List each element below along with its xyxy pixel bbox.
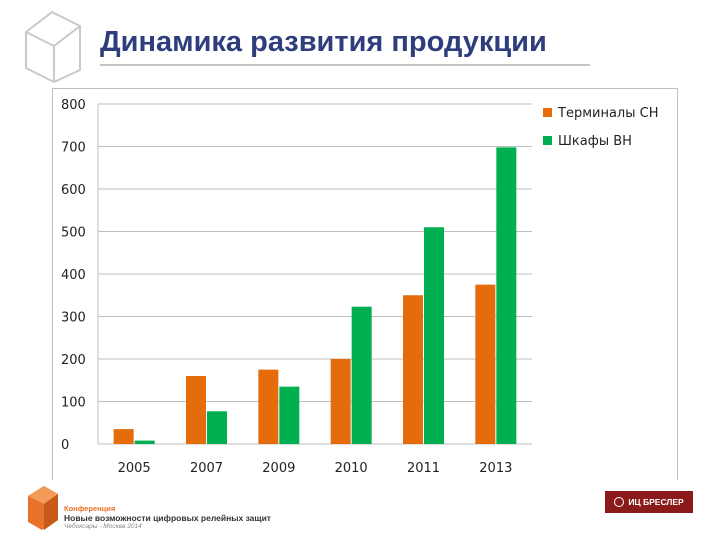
bar-cabinets-2007	[207, 411, 227, 444]
y-tick-label: 700	[61, 141, 86, 156]
y-tick-label: 500	[61, 226, 86, 241]
page-title: Динамика развития продукции	[100, 26, 547, 58]
x-tick-label: 2013	[479, 461, 512, 476]
legend-swatch	[543, 108, 552, 117]
legend-swatch	[543, 136, 552, 145]
y-tick-label: 300	[61, 311, 86, 326]
y-tick-label: 0	[61, 438, 69, 453]
bar-terminals-2011	[403, 295, 423, 444]
cube-logo-icon	[25, 10, 81, 84]
bar-terminals-2007	[186, 376, 206, 444]
bar-terminals-2005	[113, 429, 134, 444]
conference-place: Чебоксары - Москва 2014	[64, 523, 142, 531]
brand-name: ИЦ БРЕСЛЕР	[628, 497, 684, 507]
bar-cabinets-2013	[496, 147, 517, 444]
conference-cube-icon	[28, 486, 58, 530]
title-underline	[100, 64, 590, 66]
bar-terminals-2009	[258, 369, 279, 444]
bar-cabinets-2009	[279, 386, 300, 444]
bar-terminals-2010	[330, 359, 351, 444]
y-tick-label: 400	[61, 268, 86, 283]
brand-badge: ИЦ БРЕСЛЕР	[605, 491, 693, 513]
y-tick-label: 600	[61, 183, 86, 198]
y-tick-label: 200	[61, 353, 86, 368]
x-tick-label: 2007	[190, 461, 223, 476]
y-tick-label: 100	[61, 396, 86, 411]
bar-cabinets-2010	[351, 306, 372, 444]
chart-frame: 0 100 200 300 400 500 600 700 800 2005 2007 2009 201…	[52, 88, 678, 480]
legend-label: Шкафы ВН	[558, 134, 632, 149]
brand-icon	[614, 497, 625, 507]
legend-label: Терминалы СН	[557, 106, 658, 121]
x-tick-label: 2010	[335, 461, 368, 476]
y-tick-label: 800	[61, 98, 86, 113]
x-tick-label: 2009	[262, 461, 295, 476]
bar-terminals-2013	[475, 284, 496, 444]
bar-cabinets-2011	[424, 227, 444, 444]
conference-info: Конференция Новые возможности цифровых р…	[64, 504, 271, 531]
bar-cabinets-2005	[134, 440, 155, 444]
bar-chart: 0 100 200 300 400 500 600 700 800 2005 2007 2009 201…	[61, 98, 658, 476]
conference-name: Новые возможности цифровых релейных защи…	[64, 512, 271, 523]
conference-label: Конференция	[64, 504, 116, 513]
x-tick-label: 2005	[118, 461, 151, 476]
x-tick-label: 2011	[407, 461, 440, 476]
